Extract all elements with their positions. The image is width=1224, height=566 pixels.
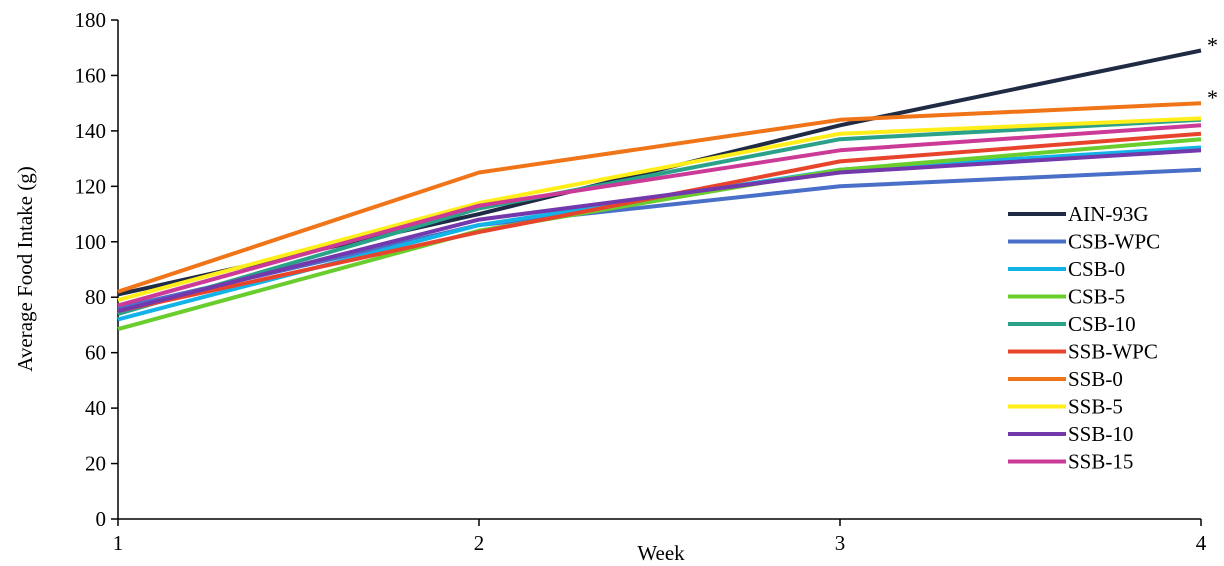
legend-entry: CSB-5 (1008, 285, 1125, 309)
legend-label: CSB-5 (1068, 285, 1125, 309)
y-axis-title: Average Food Intake (g) (13, 166, 37, 371)
series-line-csb-10 (117, 117, 1202, 316)
series-layer (117, 48, 1202, 332)
y-tick-label: 40 (85, 396, 106, 420)
series-line-ssb-15 (117, 123, 1202, 308)
legend-label: SSB-10 (1068, 422, 1133, 446)
legend-entry: SSB-WPC (1008, 340, 1158, 364)
legend-entry: CSB-10 (1008, 312, 1136, 336)
series-line-ssb-10 (117, 148, 1202, 314)
legend-label: CSB-0 (1068, 257, 1125, 281)
legend-entry: CSB-WPC (1008, 230, 1160, 254)
legend: AIN-93G CSB-WPC CSB-0 CSB-5 CSB-10 SSB-WPC SSB… (1008, 202, 1160, 474)
legend-label: SSB-0 (1068, 367, 1123, 391)
legend-label: AIN-93G (1068, 202, 1148, 226)
x-tick-label: 2 (474, 531, 485, 555)
legend-entry: AIN-93G (1008, 202, 1148, 226)
y-tick-label: 140 (75, 119, 107, 143)
x-tick-label: 1 (113, 531, 124, 555)
y-tick-label: 180 (75, 8, 107, 32)
significance-marker: * (1207, 85, 1218, 110)
y-tick-label: 100 (75, 230, 107, 254)
y-tick-label: 20 (85, 452, 106, 476)
legend-label: CSB-10 (1068, 312, 1136, 336)
legend-entry: SSB-5 (1008, 395, 1123, 419)
x-axis: 1 2 3 4 (113, 518, 1207, 555)
significance-marker: * (1207, 32, 1218, 57)
series-line-ssb-5 (117, 116, 1202, 302)
legend-label: SSB-WPC (1068, 340, 1158, 364)
legend-entry: CSB-0 (1008, 257, 1125, 281)
y-tick-label: 80 (85, 285, 106, 309)
x-tick-label: 4 (1196, 531, 1207, 555)
legend-label: SSB-15 (1068, 450, 1133, 474)
series-line-ssb-0 (117, 101, 1202, 294)
x-tick-label: 3 (835, 531, 846, 555)
legend-entry: SSB-15 (1008, 450, 1133, 474)
legend-entry: SSB-0 (1008, 367, 1123, 391)
y-tick-label: 160 (75, 63, 107, 87)
x-axis-title: Week (637, 541, 685, 565)
y-tick-label: 0 (96, 507, 107, 531)
legend-entry: SSB-10 (1008, 422, 1133, 446)
y-tick-label: 60 (85, 341, 106, 365)
series-line-csb-5 (117, 137, 1202, 332)
legend-label: CSB-WPC (1068, 230, 1160, 254)
annotation-layer: ** (1207, 32, 1218, 110)
y-axis: 0 20 40 60 80 100 120 140 160 180 (75, 8, 119, 531)
legend-label: SSB-5 (1068, 395, 1123, 419)
y-tick-label: 120 (75, 174, 107, 198)
